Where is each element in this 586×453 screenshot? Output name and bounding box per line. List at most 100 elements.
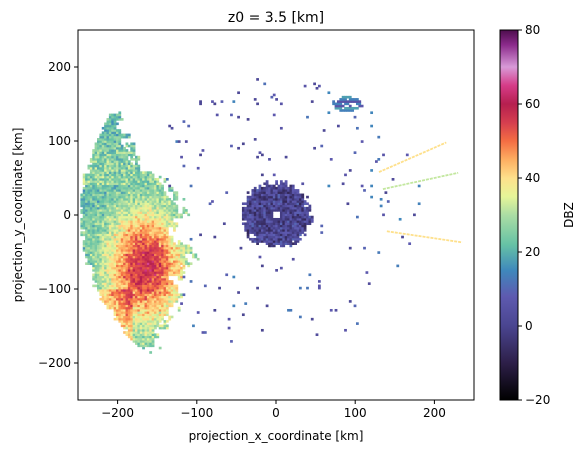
heat-cell bbox=[111, 275, 115, 279]
heat-cell bbox=[165, 262, 169, 265]
heat-cell bbox=[341, 100, 345, 103]
heat-cell bbox=[180, 260, 183, 263]
heat-cell bbox=[165, 255, 169, 259]
heat-cell bbox=[158, 191, 162, 194]
heat-cell bbox=[268, 237, 271, 241]
heat-cell bbox=[244, 217, 248, 221]
heat-cell bbox=[161, 304, 164, 308]
heat-cell bbox=[291, 257, 295, 261]
heat-cell bbox=[142, 182, 145, 186]
heat-cell bbox=[251, 220, 255, 223]
heat-cell bbox=[154, 240, 157, 243]
heat-cell bbox=[151, 173, 155, 177]
heat-cell bbox=[106, 166, 110, 170]
heat-cell bbox=[125, 326, 129, 330]
heat-cell bbox=[85, 197, 88, 201]
heat-cell bbox=[116, 193, 119, 197]
heat-cell bbox=[161, 306, 164, 310]
heat-cell bbox=[151, 191, 155, 194]
heat-cell bbox=[353, 115, 357, 119]
heat-cell bbox=[139, 217, 143, 221]
heat-cell bbox=[85, 217, 88, 221]
heat-cell bbox=[104, 171, 107, 174]
heat-cell bbox=[137, 246, 141, 250]
heat-cell bbox=[142, 220, 145, 223]
heat-cell bbox=[92, 204, 96, 208]
heat-cell bbox=[161, 224, 164, 228]
heat-cell bbox=[182, 251, 186, 254]
heat-cell bbox=[135, 178, 138, 181]
heat-cell bbox=[97, 209, 100, 212]
heat-cell bbox=[306, 222, 309, 226]
heat-cell bbox=[82, 195, 86, 199]
heat-cell bbox=[329, 158, 333, 161]
heat-cell bbox=[272, 222, 276, 226]
heat-cell bbox=[151, 264, 155, 268]
heat-cell bbox=[123, 249, 126, 252]
heat-cell bbox=[120, 302, 124, 305]
heat-cell bbox=[142, 204, 145, 208]
heat-cell bbox=[113, 260, 117, 263]
heat-cell bbox=[125, 226, 129, 230]
heat-cell bbox=[92, 251, 96, 254]
heat-cell bbox=[175, 295, 179, 299]
heat-cell bbox=[125, 215, 129, 219]
heat-cell bbox=[279, 195, 283, 199]
heat-cell bbox=[82, 211, 86, 214]
heat-cell bbox=[101, 173, 105, 177]
heat-cell bbox=[168, 284, 172, 288]
heat-cell bbox=[87, 175, 91, 179]
heat-cell bbox=[116, 260, 119, 263]
heat-cell bbox=[87, 229, 91, 232]
heat-cell bbox=[142, 189, 145, 192]
heat-cell bbox=[132, 178, 136, 181]
heat-cell bbox=[332, 100, 336, 103]
heat-cell bbox=[256, 226, 259, 230]
heat-cell bbox=[116, 142, 119, 146]
heat-cell bbox=[132, 175, 136, 179]
heat-cell bbox=[101, 186, 105, 190]
heat-cell bbox=[282, 184, 286, 188]
heat-cell bbox=[303, 84, 307, 88]
heat-cell bbox=[135, 182, 138, 186]
heat-cell bbox=[118, 175, 122, 179]
heat-cell bbox=[118, 186, 122, 190]
heat-cell bbox=[106, 191, 110, 194]
heat-cell bbox=[80, 233, 84, 237]
heat-cell bbox=[161, 220, 164, 223]
heat-cell bbox=[123, 191, 126, 194]
heat-cell bbox=[113, 264, 117, 268]
heat-cell bbox=[244, 213, 248, 217]
heat-cell bbox=[94, 151, 98, 154]
heat-cell bbox=[173, 215, 176, 219]
heat-cell bbox=[173, 264, 176, 268]
heat-cell bbox=[322, 129, 326, 132]
heat-cell bbox=[284, 189, 288, 192]
heat-cell bbox=[94, 184, 98, 188]
heat-cell bbox=[106, 246, 110, 250]
heat-cell bbox=[111, 126, 115, 130]
heat-cell bbox=[177, 251, 181, 254]
heat-cell bbox=[104, 122, 107, 126]
heat-cell bbox=[82, 213, 86, 217]
heat-cell bbox=[163, 237, 167, 241]
heat-cell bbox=[101, 297, 105, 301]
heat-cell bbox=[156, 251, 160, 254]
heat-cell bbox=[163, 311, 167, 314]
heat-cell bbox=[151, 184, 155, 188]
heat-cell bbox=[92, 180, 96, 183]
heat-cell bbox=[149, 244, 153, 248]
heat-cell bbox=[175, 273, 179, 277]
heat-cell bbox=[142, 231, 145, 234]
heat-cell bbox=[275, 206, 278, 210]
heat-cell bbox=[158, 304, 162, 308]
heat-cell bbox=[120, 226, 124, 230]
heat-cell bbox=[272, 113, 276, 117]
heat-cell bbox=[120, 191, 124, 194]
heat-cell bbox=[239, 246, 243, 250]
heat-cell bbox=[265, 226, 269, 230]
heat-cell bbox=[158, 197, 162, 201]
heat-cell bbox=[113, 300, 117, 303]
heat-cell bbox=[277, 237, 281, 241]
heat-cell bbox=[173, 246, 176, 250]
